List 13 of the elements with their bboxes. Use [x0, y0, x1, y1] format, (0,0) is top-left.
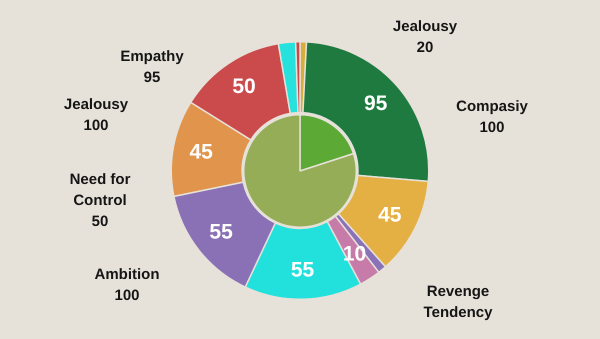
text: Ambition 100: [94, 265, 160, 306]
text: Empathy 95: [119, 47, 185, 88]
text: Jealousy 20: [392, 17, 458, 58]
data-label: 55: [209, 220, 234, 244]
data-label: 95: [364, 92, 388, 116]
text: Need for Control 50: [68, 170, 132, 230]
data-label: 45: [189, 140, 214, 164]
text: Jealousy 100: [62, 95, 130, 136]
text: Compasiy 100: [455, 97, 529, 138]
data-label: 50: [232, 74, 256, 98]
text: Revenge Tendency: [422, 282, 494, 323]
data-label: 55: [290, 258, 315, 282]
data-label: 45: [378, 203, 402, 226]
